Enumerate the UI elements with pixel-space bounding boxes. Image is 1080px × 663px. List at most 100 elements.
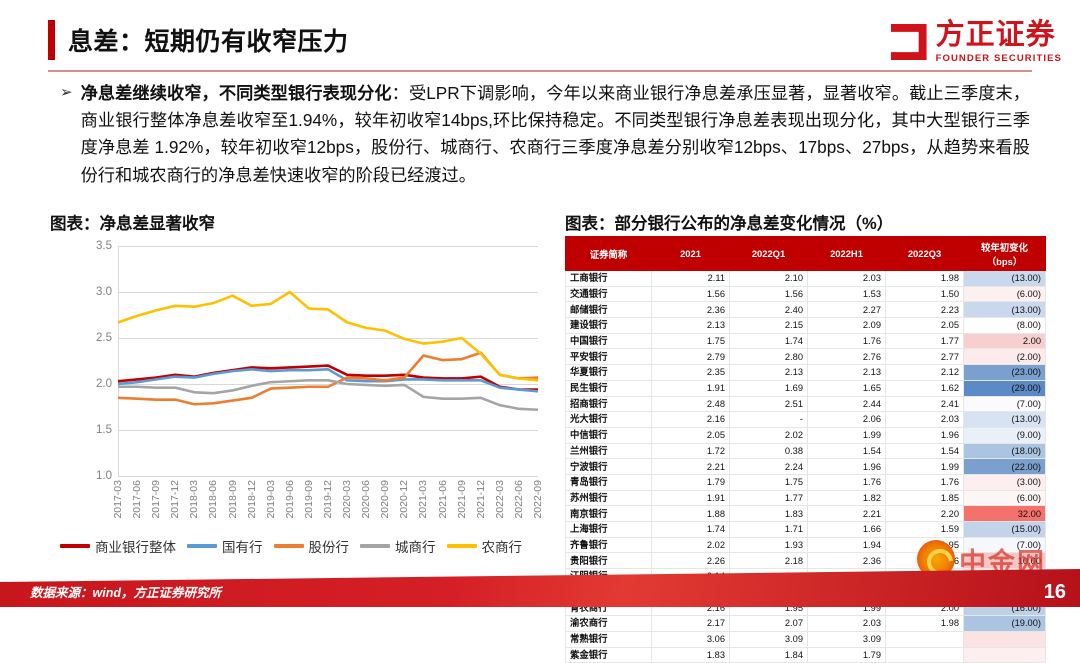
legend-label: 农商行: [481, 540, 523, 555]
table-cell-value: 1.75: [651, 332, 730, 350]
table-cell-value: 1.50: [885, 285, 964, 303]
x-axis-tick-label: 2017-12: [169, 480, 182, 519]
table-row: 青岛银行 1.79 1.75 1.76 1.76 (3.00): [565, 473, 1046, 491]
table-cell-change: 32.00: [963, 505, 1046, 522]
table-cell-value: 2.21: [807, 505, 886, 522]
x-axis-tick-label: 2018-06: [207, 480, 220, 519]
table-cell-value: 2.10: [729, 270, 808, 287]
table-column-header: 较年初变化（bps）: [963, 236, 1046, 271]
table-row: 齐鲁银行 2.02 1.93 1.94 1.95 (7.00): [565, 536, 1046, 554]
x-axis-tick-label: 2019-06: [283, 480, 296, 519]
legend-swatch-icon: [446, 544, 477, 548]
table-column-header: 2021: [651, 236, 730, 271]
x-axis-tick-label: 2017-06: [131, 480, 144, 519]
table-cell-value: 1.98: [885, 270, 964, 287]
table-cell-bank-name: 兰州银行: [565, 442, 652, 460]
nim-line-chart: 1.0 1.5 2.0 2.5 3.0 3.5 2017-03 2017-06 2017-09…: [48, 236, 548, 556]
y-axis-tick-label: 3.5: [96, 240, 112, 252]
table-cell-value: 1.79: [651, 473, 730, 491]
logo-name-cn: 方正证券: [935, 18, 1056, 51]
table-cell-value: 3.09: [807, 630, 886, 648]
table-cell-value: 1.65: [807, 379, 886, 397]
table-cell-value: 2.76: [807, 348, 886, 366]
table-cell-value: 1.53: [807, 285, 886, 303]
x-axis-tick-label: 2020-12: [398, 480, 411, 519]
table-cell-value: 2.21: [651, 458, 730, 475]
table-cell-value: 2.36: [807, 552, 886, 570]
left-figure-caption: 图表：净息差显著收窄: [50, 215, 215, 233]
table-row: 紫金银行 1.83 1.84 1.79: [565, 646, 1046, 663]
chart-line-国有行: [118, 367, 538, 393]
table-column-header: 2022H1: [807, 236, 886, 271]
table-cell-value: 2.06: [807, 411, 886, 428]
table-cell-value: 1.98: [885, 615, 964, 632]
table-cell-value: 1.94: [807, 536, 886, 554]
table-column-header: 2022Q3: [885, 236, 964, 271]
table-cell-bank-name: 宁波银行: [565, 458, 652, 475]
y-axis-tick-label: 2.5: [96, 332, 112, 344]
table-cell-change: (2.00): [963, 348, 1046, 366]
chart-line-城商行: [118, 379, 538, 412]
table-cell-change: (15.00): [963, 521, 1046, 538]
table-cell-value: 2.36: [885, 552, 964, 570]
legend-label: 城商行: [395, 540, 436, 555]
table-cell-value: 2.48: [651, 395, 730, 413]
table-row: 华夏银行 2.35 2.13 2.13 2.12 (23.00): [565, 364, 1046, 381]
x-axis-tick-label: 2020-06: [360, 480, 373, 519]
table-cell-value: 1.59: [885, 521, 964, 538]
table-cell-value: 1.54: [807, 442, 886, 460]
header-divider: [48, 70, 1032, 72]
table-cell-bank-name: 中信银行: [565, 426, 652, 444]
table-cell-value: [885, 646, 964, 663]
table-row: 苏州银行 1.91 1.77 1.82 1.85 (6.00): [565, 489, 1046, 507]
table-cell-change: (7.00): [963, 395, 1046, 413]
table-cell-value: 1.99: [885, 458, 964, 475]
table-cell-value: 1.93: [729, 536, 808, 554]
table-cell-bank-name: 平安银行: [565, 348, 652, 366]
table-cell-value: 2.09: [807, 317, 886, 334]
chart-y-axis-line: [118, 246, 119, 476]
x-axis-tick-label: 2019-12: [322, 480, 334, 519]
table-row: 南京银行 1.88 1.83 2.21 2.20 32.00: [565, 505, 1046, 522]
table-cell-change: (7.00): [963, 536, 1046, 554]
logo-mark-icon: [890, 24, 927, 60]
table-cell-value: 1.77: [729, 489, 808, 507]
table-cell-value: 2.24: [729, 458, 808, 475]
table-cell-change: (19.00): [963, 615, 1046, 632]
table-row: 邮储银行 2.36 2.40 2.27 2.23 (13.00): [565, 301, 1046, 319]
table-cell-change: 2.00: [963, 332, 1046, 350]
logo-name-en: FOUNDER SECURITIES: [935, 52, 1062, 64]
table-cell-value: 1.54: [885, 442, 964, 460]
table-row: 招商银行 2.48 2.51 2.44 2.41 (7.00): [565, 395, 1046, 413]
table-row: 中国银行 1.75 1.74 1.76 1.77 2.00: [565, 332, 1046, 350]
bullet-body: ：受LPR下调影响，今年以来商业银行净息差承压显著，显著收窄。截止三季度末，商业…: [80, 83, 1030, 185]
table-cell-value: 1.96: [885, 426, 964, 444]
legend-item: 城商行: [360, 536, 436, 556]
table-cell-value: 1.91: [651, 489, 730, 507]
x-axis-tick-label: 2022-06: [512, 480, 525, 519]
x-axis-tick-label: 2020-03: [341, 480, 354, 519]
table-cell-bank-name: 交通银行: [565, 285, 652, 303]
x-axis-tick-label: 2021-12: [474, 480, 487, 519]
table-cell-value: 1.66: [807, 521, 886, 538]
table-cell-bank-name: 贵阳银行: [565, 552, 652, 570]
table-cell-value: 1.71: [729, 521, 808, 538]
table-cell-bank-name: 邮储银行: [565, 301, 652, 319]
table-cell-value: 2.20: [885, 505, 964, 522]
table-cell-value: 2.05: [651, 426, 730, 444]
table-cell-value: 1.56: [651, 285, 730, 303]
table-row: 中信银行 2.05 2.02 1.99 1.96 (9.00): [565, 426, 1046, 444]
legend-item: 股份行: [273, 536, 349, 556]
legend-swatch-icon: [187, 544, 217, 548]
table-cell-value: [885, 630, 964, 648]
table-cell-change: (13.00): [963, 301, 1046, 319]
table-cell-value: 1.72: [651, 442, 730, 460]
table-row: 兰州银行 1.72 0.38 1.54 1.54 (18.00): [565, 442, 1046, 460]
legend-swatch-icon: [273, 544, 304, 548]
x-axis-tick-label: 2018-09: [226, 480, 239, 519]
gridline: [118, 246, 538, 247]
table-row: 建设银行 2.13 2.15 2.09 2.05 (8.00): [565, 317, 1046, 334]
table-cell-change: (18.00): [963, 442, 1046, 460]
x-axis-tick-label: 2022-09: [532, 480, 544, 519]
slide-header: 息差：短期仍有收窄压力 方正证券 FOUNDER SECURITIES: [0, 0, 1080, 72]
